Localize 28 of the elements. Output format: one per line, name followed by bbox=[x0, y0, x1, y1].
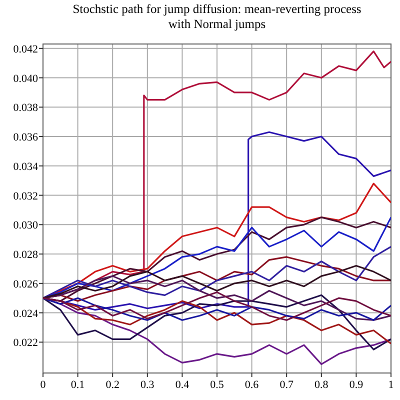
y-tick-label: 0.022 bbox=[13, 337, 38, 350]
x-tick-label: 0.1 bbox=[70, 379, 85, 391]
x-tick-label: 0.2 bbox=[106, 379, 120, 391]
x-tick-label: 0.7 bbox=[280, 379, 294, 391]
y-tick-label: 0.036 bbox=[13, 132, 38, 144]
y-tick-label: 0.026 bbox=[13, 278, 38, 290]
x-tick-label: 0 bbox=[40, 379, 46, 391]
y-tick-label: 0.030 bbox=[13, 220, 38, 232]
y-tick-label: 0.038 bbox=[13, 102, 38, 114]
line-series bbox=[43, 294, 391, 350]
x-tick-label: 0.8 bbox=[314, 379, 329, 391]
y-tick-label: 0.040 bbox=[13, 72, 38, 85]
x-tick-label: 0.6 bbox=[244, 379, 260, 391]
line-series bbox=[43, 291, 391, 321]
y-tick-label: 0.032 bbox=[13, 190, 38, 202]
x-tick-label: 0.4 bbox=[175, 379, 190, 391]
x-tick-label: 0.5 bbox=[210, 379, 224, 391]
y-tick-label: 0.034 bbox=[13, 160, 38, 173]
y-tick-label: 0.042 bbox=[13, 43, 38, 56]
y-tick-label: 0.028 bbox=[13, 249, 38, 262]
x-tick-label: 0.9 bbox=[349, 379, 364, 391]
x-tick-label: 1 bbox=[388, 379, 394, 391]
line-series bbox=[43, 246, 391, 299]
chart-title: Stochstic path for jump diffusion: mean-reverting process with Normal jumps bbox=[72, 2, 362, 31]
line-series bbox=[43, 297, 391, 321]
x-tick-label: 0.3 bbox=[140, 379, 155, 391]
y-tick-label: 0.024 bbox=[13, 308, 38, 320]
line-series bbox=[43, 264, 391, 299]
